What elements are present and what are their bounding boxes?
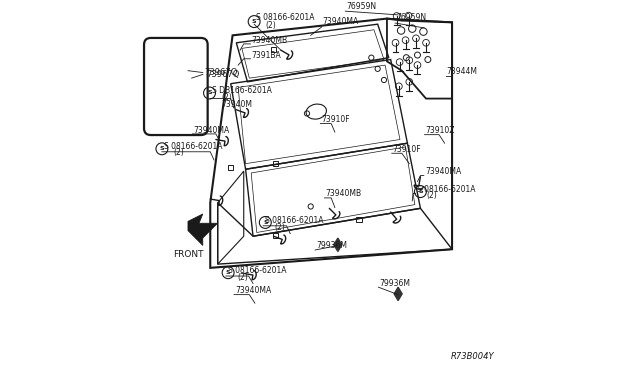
Text: S 08166-6201A: S 08166-6201A: [417, 185, 476, 193]
Text: 76959N: 76959N: [346, 2, 376, 11]
Bar: [228, 165, 234, 170]
Text: 7391BA: 7391BA: [251, 51, 281, 60]
Text: S 08166-6201A: S 08166-6201A: [265, 216, 323, 225]
Text: FRONT: FRONT: [173, 250, 203, 259]
Text: 76959N: 76959N: [396, 13, 426, 22]
Text: S 08166-6201A: S 08166-6201A: [228, 266, 286, 275]
Bar: [273, 233, 278, 238]
Text: 73967Q: 73967Q: [207, 70, 240, 79]
Text: S: S: [207, 90, 212, 96]
Text: S: S: [418, 189, 423, 194]
Text: 79936M: 79936M: [316, 241, 348, 250]
Bar: [273, 161, 278, 166]
Text: (2): (2): [265, 21, 276, 30]
Bar: [356, 217, 362, 222]
Text: (2): (2): [237, 273, 248, 282]
Text: 73910F: 73910F: [321, 115, 349, 124]
Text: S: S: [226, 270, 230, 275]
Text: R73B004Y: R73B004Y: [451, 352, 495, 361]
Text: 79936M: 79936M: [380, 279, 410, 288]
Text: 73940MA: 73940MA: [235, 286, 271, 295]
Text: 73940MB: 73940MB: [251, 36, 287, 45]
Text: (2): (2): [427, 191, 438, 200]
Text: S DB166-6201A: S DB166-6201A: [212, 86, 272, 95]
Polygon shape: [188, 214, 218, 246]
Text: 73944M: 73944M: [447, 67, 477, 76]
Text: 73940MB: 73940MB: [326, 189, 362, 198]
Text: (2): (2): [173, 148, 184, 157]
Text: 73940M: 73940M: [221, 100, 252, 109]
Text: S 08166-6201A: S 08166-6201A: [255, 13, 314, 22]
Text: 73940MA: 73940MA: [322, 17, 358, 26]
Polygon shape: [394, 287, 402, 301]
Text: 73967Q: 73967Q: [205, 68, 238, 77]
Text: 73940MA: 73940MA: [425, 167, 461, 176]
Text: S 08166-6201A: S 08166-6201A: [164, 142, 222, 151]
Text: S: S: [252, 19, 257, 24]
Bar: [271, 47, 276, 52]
Polygon shape: [334, 238, 342, 251]
Text: (2): (2): [221, 93, 232, 102]
Text: S: S: [159, 146, 164, 151]
Text: 73910Z: 73910Z: [425, 126, 455, 135]
Text: S: S: [263, 220, 268, 225]
Text: 73940MA: 73940MA: [193, 126, 230, 135]
Text: (2): (2): [275, 223, 285, 232]
Text: 73910F: 73910F: [392, 145, 421, 154]
